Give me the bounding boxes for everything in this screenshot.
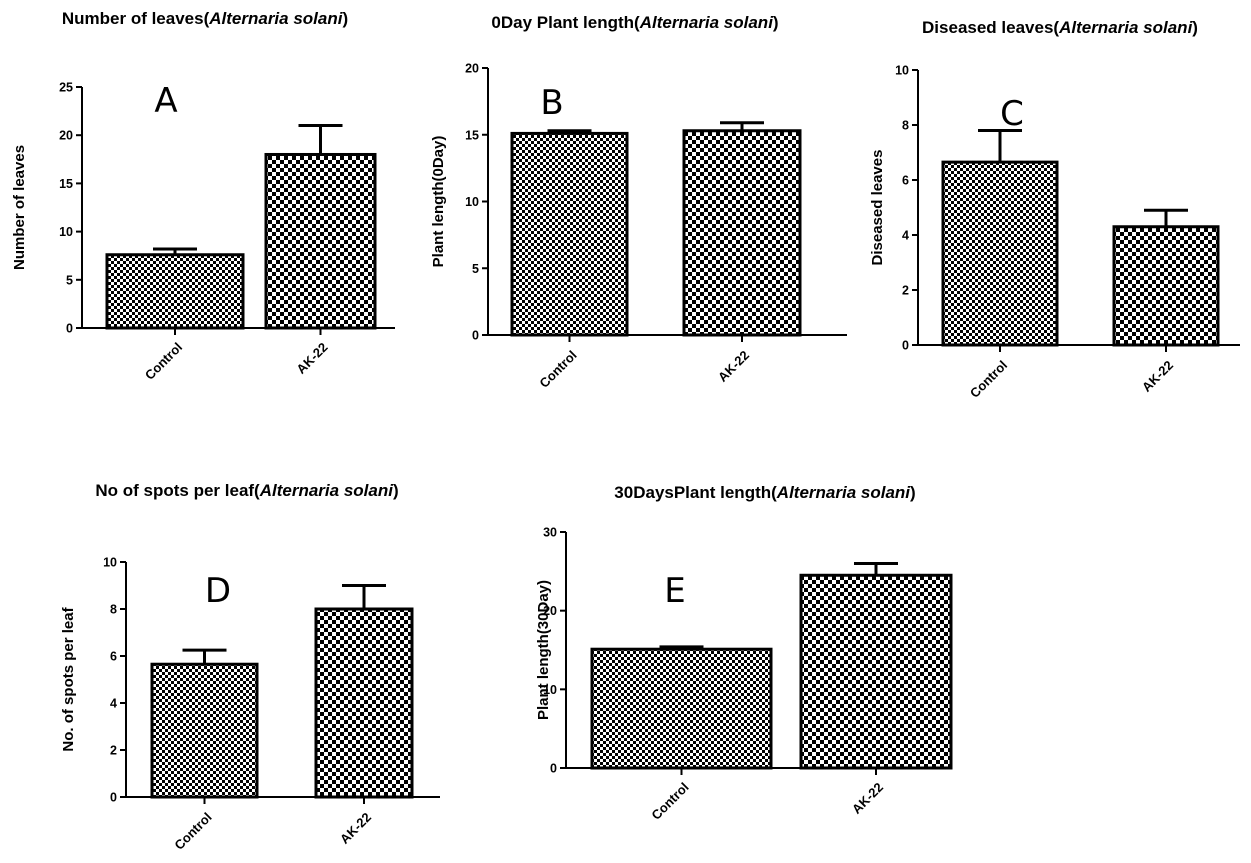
chart-title: 0Day Plant length(Alternaria solani) <box>491 13 778 32</box>
x-tick-label: Control <box>142 340 185 383</box>
chart-panel-a: Number of leaves(Alternaria solani) A Numb… <box>11 9 395 383</box>
y-tick-label: 5 <box>66 273 73 287</box>
chart-title: No of spots per leaf(Alternaria solani) <box>95 481 398 500</box>
y-tick-label: 10 <box>103 556 117 570</box>
x-tick-label: Control <box>648 780 691 823</box>
bar-ak-22 <box>1112 225 1220 347</box>
chart-panel-b: 0Day Plant length(Alternaria solani) B Pla… <box>430 13 847 391</box>
y-axis-label: Diseased leaves <box>869 150 886 266</box>
y-tick-label: 20 <box>543 604 557 618</box>
y-tick-label: 15 <box>465 128 479 142</box>
x-tick-label: AK-22 <box>293 340 330 377</box>
chart-panel-d: No of spots per leaf(Alternaria solani) D… <box>60 481 440 853</box>
x-tick-label: Control <box>536 348 579 391</box>
panel-letter: B <box>540 83 563 123</box>
x-tick-label: Control <box>967 358 1010 401</box>
y-tick-label: 4 <box>110 697 117 711</box>
y-tick-label: 10 <box>895 64 909 78</box>
panel-letter: A <box>154 81 177 121</box>
chart-title: Diseased leaves(Alternaria solani) <box>922 18 1198 37</box>
chart-panel-e: 30DaysPlant length(Alternaria solani) E Pl… <box>535 483 953 823</box>
chart-title: Number of leaves(Alternaria solani) <box>62 9 348 28</box>
bar-control <box>941 160 1059 347</box>
bar-ak-22 <box>682 129 802 337</box>
x-tick-label: AK-22 <box>715 348 752 385</box>
chart-panel-c: Diseased leaves(Alternaria solani) C Disea… <box>869 18 1240 401</box>
x-tick-label: AK-22 <box>337 810 374 847</box>
y-tick-label: 30 <box>543 526 557 540</box>
x-tick-label: AK-22 <box>849 780 886 817</box>
bar-control <box>590 647 773 770</box>
bar-control <box>150 662 259 799</box>
y-tick-label: 2 <box>110 744 117 758</box>
x-tick-label: AK-22 <box>1139 358 1176 395</box>
y-tick-label: 6 <box>902 174 909 188</box>
y-tick-label: 4 <box>902 229 909 243</box>
y-tick-label: 0 <box>472 329 479 343</box>
y-axis-label: No. of spots per leaf <box>60 606 77 751</box>
y-tick-label: 0 <box>110 791 117 805</box>
y-axis-label: Plant length(30Day) <box>535 580 552 720</box>
y-tick-label: 10 <box>465 195 479 209</box>
y-tick-label: 2 <box>902 284 909 298</box>
bar-ak-22 <box>799 573 953 770</box>
x-tick-label: Control <box>171 810 214 853</box>
bar-ak-22 <box>264 152 377 330</box>
bar-control <box>510 131 629 337</box>
bar-ak-22 <box>314 607 414 799</box>
bar-control <box>105 253 245 330</box>
y-tick-label: 15 <box>59 177 73 191</box>
panel-letter: C <box>1000 94 1024 134</box>
y-tick-label: 6 <box>110 650 117 664</box>
y-tick-label: 8 <box>902 119 909 133</box>
y-axis-label: Number of leaves <box>11 145 28 270</box>
y-axis-label: Plant length(0Day) <box>430 136 447 268</box>
chart-title: 30DaysPlant length(Alternaria solani) <box>614 483 915 502</box>
panel-letter: D <box>205 571 231 611</box>
y-tick-label: 0 <box>902 339 909 353</box>
y-tick-label: 20 <box>465 62 479 76</box>
y-tick-label: 5 <box>472 262 479 276</box>
y-tick-label: 8 <box>110 603 117 617</box>
y-tick-label: 0 <box>66 322 73 336</box>
panel-letter: E <box>664 571 685 611</box>
y-tick-label: 25 <box>59 81 73 95</box>
y-tick-label: 20 <box>59 129 73 143</box>
y-tick-label: 10 <box>59 225 73 239</box>
y-tick-label: 10 <box>543 683 557 697</box>
y-tick-label: 0 <box>550 762 557 776</box>
